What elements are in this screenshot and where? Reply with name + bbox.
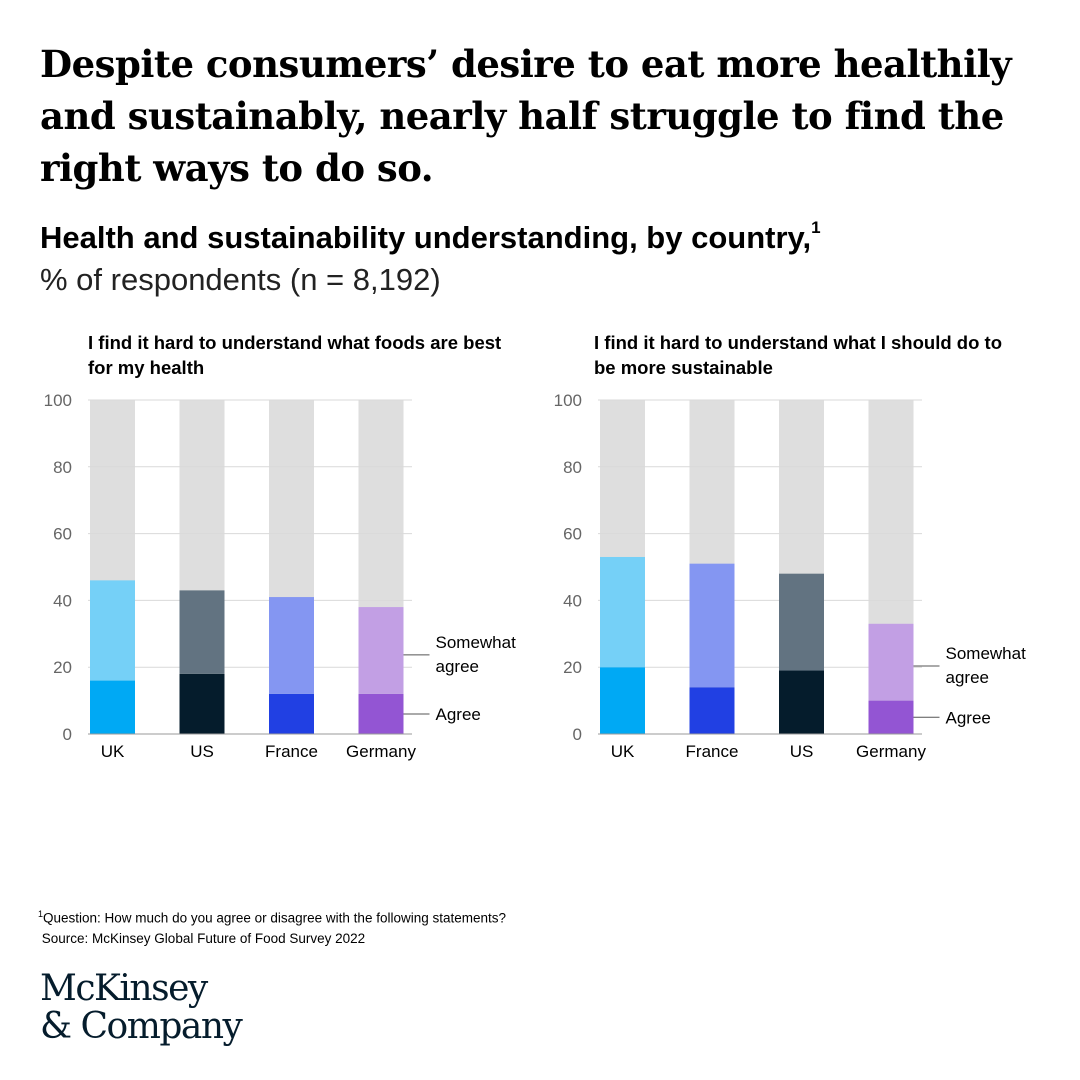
x-tick-label: US	[190, 742, 214, 761]
chart-sustainability-plot: 0 20 40 60 80 100 UK France US Germany Somewhat agr…	[554, 391, 1027, 761]
footnote-marker: 1	[38, 909, 44, 919]
legend-somewhat-agree: agree	[946, 668, 989, 687]
y-tick-label: 40	[563, 591, 582, 610]
bar-us-somewhat-agree	[779, 573, 824, 671]
chart-subtitle: Health and sustainability understanding,…	[40, 218, 821, 256]
y-tick-label: 40	[53, 591, 72, 610]
x-tick-label: France	[686, 742, 739, 761]
y-tick-label: 100	[44, 391, 72, 410]
chart-title: I find it hard to understand what I shou…	[594, 332, 1002, 378]
chart-health-plot: 0 20 40 60 80 100 UK US France Germany Somewhat agr…	[44, 391, 517, 761]
y-tick-label: 80	[563, 458, 582, 477]
bar-france-somewhat-agree	[269, 597, 314, 694]
bar-us-agree	[179, 673, 225, 734]
footnote-question: Question: How much do you agree or disag…	[43, 910, 507, 926]
bar-france-agree	[689, 687, 735, 734]
bar-uk-somewhat-agree	[90, 580, 135, 681]
logo-line-1: McKinsey	[40, 968, 208, 1009]
chart-title: I find it hard to understand what foods …	[88, 332, 502, 378]
x-tick-label: UK	[611, 742, 635, 761]
y-tick-label: 0	[573, 725, 582, 744]
y-tick-label: 20	[563, 658, 582, 677]
x-tick-label: France	[265, 742, 318, 761]
bar-germany-somewhat-agree	[868, 623, 914, 701]
bar-us-agree	[779, 670, 824, 734]
y-tick-label: 60	[53, 525, 72, 544]
bar-france-somewhat-agree	[689, 563, 735, 688]
legend-agree: Agree	[946, 708, 991, 727]
logo-line-2: & Company	[40, 1006, 243, 1047]
bar-uk-somewhat-agree	[600, 556, 645, 668]
y-tick-label: 0	[63, 725, 72, 744]
bar-germany-agree	[358, 693, 404, 734]
bar-uk-agree	[600, 667, 645, 734]
bar-germany-agree	[868, 700, 914, 734]
bar-france-agree	[269, 693, 314, 734]
y-tick-label: 80	[53, 458, 72, 477]
legend-somewhat-agree: agree	[436, 657, 479, 676]
legend-somewhat-agree: Somewhat	[946, 644, 1027, 663]
mckinsey-logo: McKinsey & Company	[40, 968, 243, 1047]
bar-uk-agree	[90, 680, 135, 734]
footnote-marker: 1	[811, 218, 821, 237]
legend-agree: Agree	[436, 705, 481, 724]
bar-germany-somewhat-agree	[358, 607, 404, 694]
unit-label: % of respondents (n = 8,192)	[40, 262, 441, 297]
source-note: Source: McKinsey Global Future of Food S…	[41, 930, 366, 946]
x-tick-label: Germany	[346, 742, 416, 761]
y-tick-label: 100	[554, 391, 582, 410]
headline: Despite consumers’ desire to eat more he…	[40, 42, 1012, 190]
legend-somewhat-agree: Somewhat	[436, 633, 517, 652]
x-tick-label: Germany	[856, 742, 926, 761]
y-tick-label: 60	[563, 525, 582, 544]
x-tick-label: US	[790, 742, 814, 761]
bar-us-somewhat-agree	[179, 590, 225, 674]
chart-subtitle-text: Health and sustainability understanding,…	[40, 220, 812, 255]
x-tick-label: UK	[101, 742, 125, 761]
y-tick-label: 20	[53, 658, 72, 677]
footnote: 1Question: How much do you agree or disa…	[38, 904, 506, 949]
